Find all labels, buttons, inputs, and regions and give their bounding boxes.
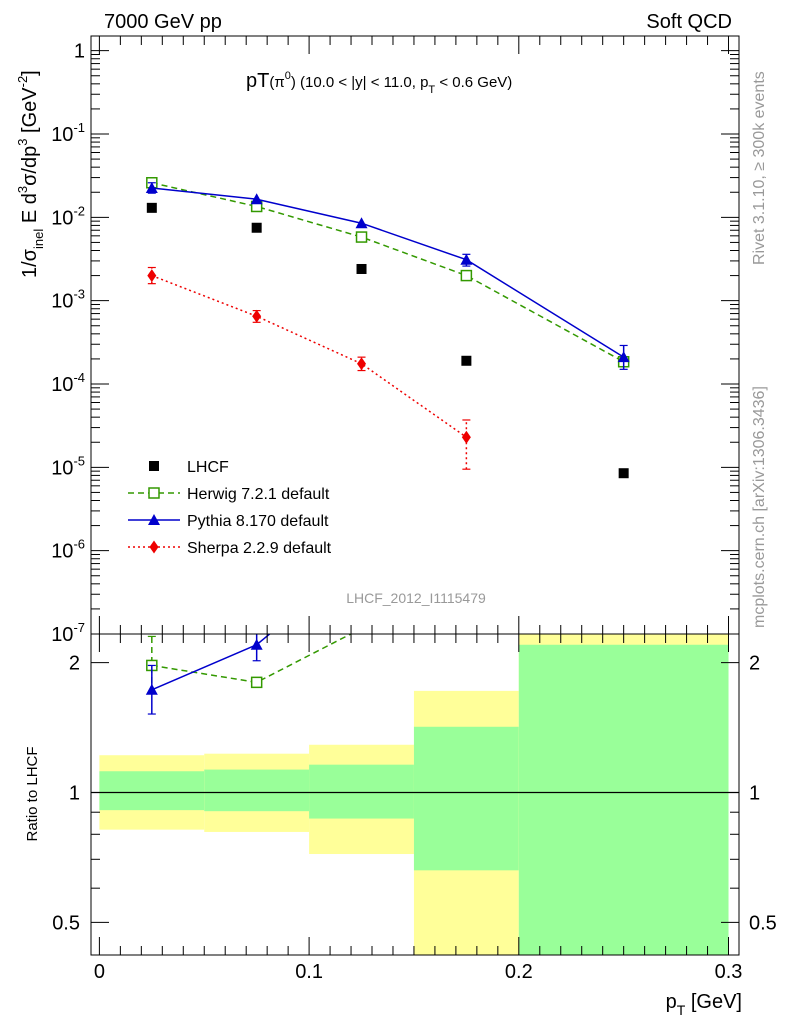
- rivet-label: Rivet 3.1.10, ≥ 300k events: [751, 71, 768, 265]
- data-point: [460, 253, 473, 265]
- main-plot-content: [145, 177, 630, 479]
- ratio-data-point: [145, 683, 158, 695]
- y-tick-label: 10-3: [51, 287, 85, 313]
- data-point: [617, 351, 630, 363]
- ratio-y-tick-label: 2: [69, 653, 80, 675]
- legend-label: Pythia 8.170 default: [187, 513, 329, 530]
- main-y-axis-label: 1/σinel E d3σ/dp3 [GeV-2]: [15, 70, 46, 278]
- data-point: [355, 231, 368, 243]
- ratio-data-point: [356, 552, 368, 563]
- x-tick-label: 0.2: [505, 961, 533, 983]
- y-tick-label: 10-5: [51, 453, 85, 479]
- uncertainty-band-inner: [413, 726, 519, 871]
- ratio-y-tick-label: 1: [69, 782, 80, 804]
- ratio-data-point: [250, 638, 263, 650]
- y-tick-label: 10-7: [51, 620, 85, 646]
- ratio-y-tick-label-right: 0.5: [749, 912, 777, 934]
- main-ticks: 10-7 10-6 10-5 10-4 10-3 10-2 10-1 1: [51, 36, 739, 646]
- series-pythia-8-170-default: [145, 181, 630, 370]
- x-tick-label: 0: [94, 961, 105, 983]
- uncertainty-band-inner: [204, 769, 310, 812]
- series-line: [151, 182, 625, 363]
- legend-marker: [148, 514, 160, 525]
- data-point: [147, 269, 157, 283]
- legend-label: LHCF: [187, 459, 229, 476]
- uncertainty-band-inner: [309, 764, 414, 819]
- ratio-series-pythia-8-170-default: [145, 552, 368, 715]
- legend-marker: [148, 487, 160, 499]
- data-point: [252, 309, 262, 323]
- series-sherpa-2-2-9-default: [147, 266, 471, 470]
- header-left: 7000 GeV pp: [104, 11, 222, 33]
- data-point: [618, 468, 629, 479]
- legend-item: LHCF: [149, 459, 229, 476]
- ratio-panel: 0.5 0.5 1 1 2 2 0 0.1 0.2 0.3 Ratio to LHCF pT [G…: [24, 552, 777, 1018]
- legend-item: Sherpa 2.2.9 default: [128, 540, 332, 557]
- y-tick-label: 1: [74, 41, 85, 63]
- series-line: [151, 274, 467, 438]
- analysis-label: LHCF_2012_I1115479: [346, 590, 486, 606]
- series-line: [151, 187, 625, 358]
- ratio-plot-content: [91, 552, 739, 955]
- ratio-y-axis-label: Ratio to LHCF: [24, 746, 41, 841]
- series-lhcf: [146, 202, 629, 479]
- ratio-frame: [90, 633, 740, 956]
- plot-title: pT(π0) (10.0 < |y| < 11.0, pT < 0.6 GeV): [246, 70, 512, 96]
- uncertainty-band-inner: [518, 644, 729, 955]
- data-point: [355, 217, 368, 229]
- legend-item: Pythia 8.170 default: [128, 513, 329, 530]
- ratio-y-tick-label-right: 2: [749, 653, 760, 675]
- x-tick-label: 0.3: [715, 961, 743, 983]
- data-point: [461, 430, 471, 444]
- ratio-data-point: [355, 634, 368, 635]
- ratio-y-tick-label-right: 1: [749, 782, 760, 804]
- data-point: [460, 269, 473, 282]
- ratio-y-tick-label: 0.5: [52, 912, 80, 934]
- data-point: [145, 181, 158, 193]
- ratio-ticks: 0.5 0.5 1 1 2 2 0 0.1 0.2 0.3: [52, 634, 777, 983]
- legend-label: Herwig 7.2.1 default: [187, 486, 330, 503]
- x-tick-label: 0.1: [295, 961, 323, 983]
- x-axis-label: pT [GeV]: [666, 991, 742, 1018]
- data-point: [251, 222, 262, 233]
- ratio-data-point: [250, 676, 263, 689]
- uncertainty-band-inner: [99, 771, 205, 811]
- data-point: [146, 202, 157, 213]
- data-point: [250, 193, 263, 205]
- ratio-series-line: [151, 634, 353, 684]
- mcplots-label: mcplots.cern.ch [arXiv:1306.3436]: [751, 386, 768, 628]
- legend-label: Sherpa 2.2.9 default: [187, 540, 332, 557]
- y-tick-label: 10-1: [51, 120, 85, 146]
- legend: LHCF Herwig 7.2.1 default Pythia 8.170 def…: [128, 459, 332, 557]
- series-herwig-7-2-1-default: [146, 177, 630, 368]
- legend-marker: [149, 540, 159, 554]
- y-tick-label: 10-2: [51, 203, 85, 229]
- data-point: [356, 263, 367, 274]
- data-point: [461, 355, 472, 366]
- main-panel: 10-7 10-6 10-5 10-4 10-3 10-2 10-1 1 pT(π0) (10…: [15, 35, 740, 646]
- header-right: Soft QCD: [646, 11, 732, 33]
- y-tick-label: 10-6: [51, 537, 85, 563]
- y-tick-label: 10-4: [51, 370, 85, 396]
- data-point: [357, 357, 367, 371]
- legend-item: Herwig 7.2.1 default: [128, 486, 330, 503]
- legend-marker: [149, 461, 159, 471]
